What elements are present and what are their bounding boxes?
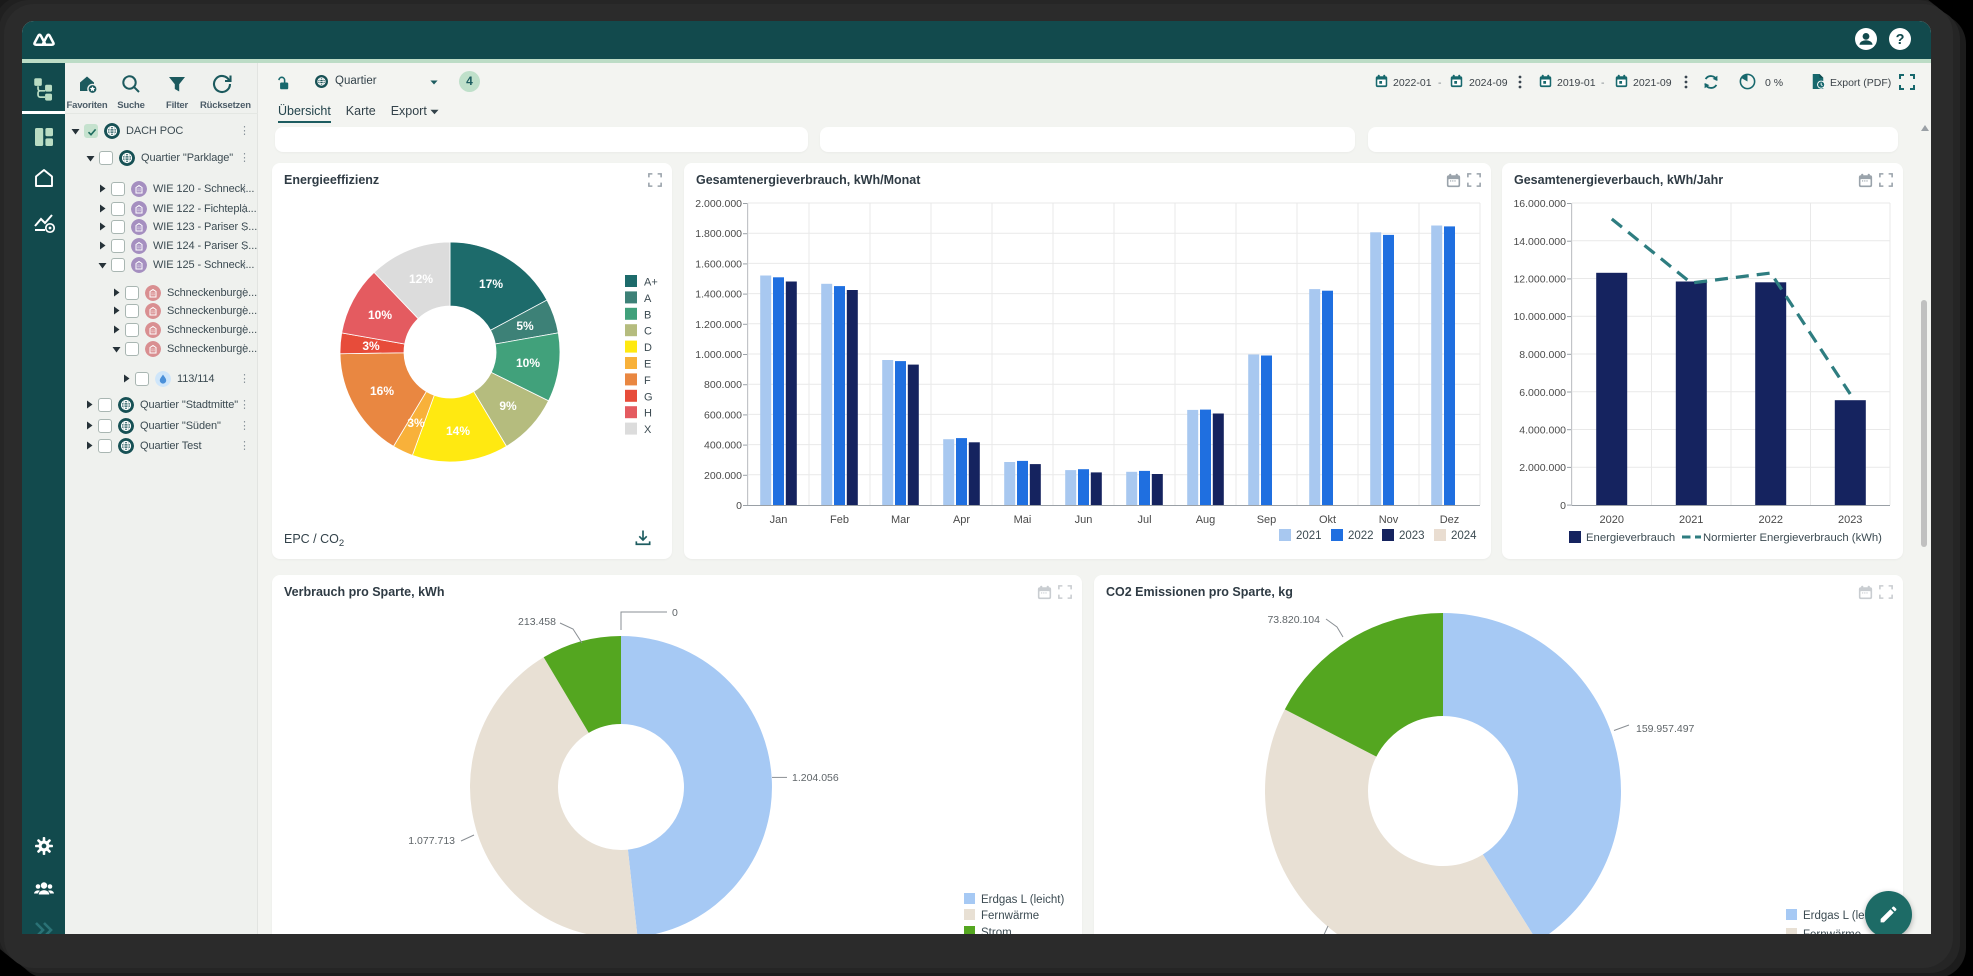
svg-text:Okt: Okt	[1319, 514, 1336, 526]
svg-text:Aug: Aug	[1196, 514, 1216, 526]
svg-text:Normierter Energieverbrauch (k: Normierter Energieverbrauch (kWh)	[1703, 532, 1882, 544]
svg-text:Mai: Mai	[1014, 514, 1032, 526]
svg-text:Energieverbrauch: Energieverbrauch	[1586, 532, 1675, 544]
svg-text:1.077.713: 1.077.713	[408, 835, 455, 847]
svg-text:600.000: 600.000	[704, 409, 742, 421]
svg-text:Strom: Strom	[981, 927, 1012, 934]
svg-text:9%: 9%	[499, 399, 517, 413]
svg-text:EPC / CO2: EPC / CO2	[284, 532, 344, 549]
svg-text:Jun: Jun	[1075, 514, 1093, 526]
svg-text:200.000: 200.000	[704, 470, 742, 482]
svg-text:5%: 5%	[516, 319, 534, 333]
svg-text:800.000: 800.000	[704, 379, 742, 391]
svg-text:159.957.497: 159.957.497	[1636, 723, 1695, 735]
svg-text:4.000.000: 4.000.000	[1519, 425, 1566, 437]
svg-text:2022: 2022	[1759, 514, 1783, 526]
svg-text:E: E	[644, 359, 651, 371]
svg-text:1.800.000: 1.800.000	[695, 228, 742, 240]
svg-text:2.000.000: 2.000.000	[695, 198, 742, 210]
svg-text:17%: 17%	[479, 277, 503, 291]
svg-text:A: A	[644, 293, 652, 305]
svg-text:Nov: Nov	[1379, 514, 1399, 526]
svg-text:Erdgas L (leicht): Erdgas L (leicht)	[981, 894, 1064, 906]
svg-text:1.204.056: 1.204.056	[792, 772, 839, 784]
svg-text:Dez: Dez	[1440, 514, 1460, 526]
svg-text:X: X	[644, 424, 652, 436]
svg-text:C: C	[644, 326, 652, 338]
svg-text:2022: 2022	[1348, 530, 1374, 542]
svg-text:B: B	[644, 309, 651, 321]
svg-text:Sep: Sep	[1257, 514, 1277, 526]
svg-text:73.820.104: 73.820.104	[1267, 614, 1320, 626]
svg-text:14%: 14%	[446, 424, 470, 438]
svg-text:G: G	[644, 391, 653, 403]
svg-text:1.600.000: 1.600.000	[695, 258, 742, 270]
svg-text:3%: 3%	[407, 416, 425, 430]
svg-text:Fernwärme: Fernwärme	[981, 910, 1039, 922]
svg-text:6.000.000: 6.000.000	[1519, 387, 1566, 399]
svg-text:1.000.000: 1.000.000	[695, 349, 742, 361]
svg-text:0: 0	[736, 500, 742, 512]
svg-text:D: D	[644, 342, 652, 354]
svg-text:Mar: Mar	[891, 514, 910, 526]
svg-text:H: H	[644, 408, 652, 420]
svg-text:0: 0	[672, 607, 678, 619]
svg-text:Fernwärme: Fernwärme	[1803, 929, 1861, 934]
svg-text:2024: 2024	[1451, 530, 1477, 542]
svg-text:400.000: 400.000	[704, 440, 742, 452]
svg-text:12%: 12%	[409, 272, 433, 286]
svg-text:10%: 10%	[516, 356, 540, 370]
svg-text:Jan: Jan	[770, 514, 788, 526]
svg-text:Feb: Feb	[830, 514, 849, 526]
svg-text:2021: 2021	[1679, 514, 1703, 526]
svg-text:3%: 3%	[362, 339, 380, 353]
svg-text:2020: 2020	[1600, 514, 1624, 526]
svg-text:14.000.000: 14.000.000	[1513, 236, 1566, 248]
svg-text:2021: 2021	[1296, 530, 1322, 542]
svg-text:16.000.000: 16.000.000	[1513, 198, 1566, 210]
svg-text:1.200.000: 1.200.000	[695, 319, 742, 331]
svg-text:16%: 16%	[370, 384, 394, 398]
svg-text:2023: 2023	[1838, 514, 1862, 526]
svg-text:Jul: Jul	[1137, 514, 1151, 526]
svg-text:A+: A+	[644, 277, 658, 289]
svg-text:2023: 2023	[1399, 530, 1425, 542]
svg-text:12.000.000: 12.000.000	[1513, 274, 1566, 286]
svg-text:10%: 10%	[368, 308, 392, 322]
svg-text:0: 0	[1560, 500, 1566, 512]
svg-text:2.000.000: 2.000.000	[1519, 462, 1566, 474]
svg-text:Apr: Apr	[953, 514, 970, 526]
svg-text:?: ?	[1896, 32, 1905, 48]
svg-text:213.458: 213.458	[518, 616, 556, 628]
svg-text:1.400.000: 1.400.000	[695, 289, 742, 301]
svg-text:10.000.000: 10.000.000	[1513, 311, 1566, 323]
svg-text:F: F	[644, 375, 651, 387]
svg-text:8.000.000: 8.000.000	[1519, 349, 1566, 361]
